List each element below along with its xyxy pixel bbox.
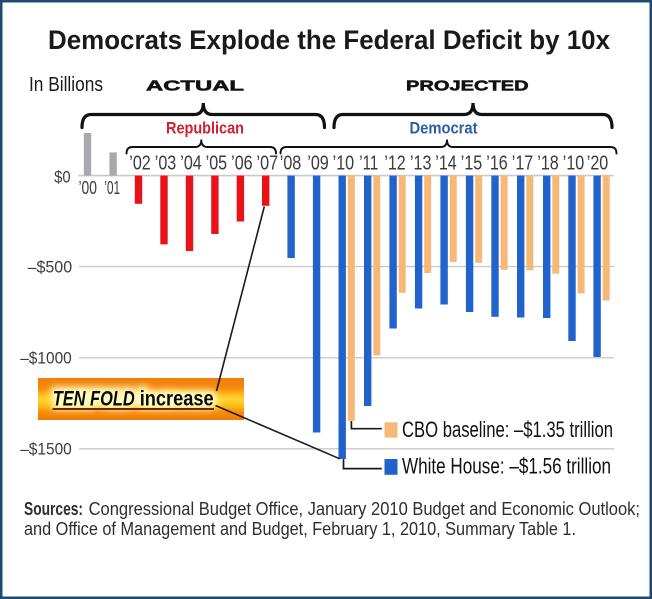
svg-text:’01: ’01	[104, 178, 120, 198]
svg-text:’04: ’04	[180, 151, 202, 174]
svg-text:ACTUAL: ACTUAL	[146, 77, 244, 94]
svg-text:’00: ’00	[78, 178, 97, 198]
svg-text:’12: ’12	[384, 151, 406, 174]
svg-text:’14: ’14	[435, 151, 457, 174]
svg-text:In Billions: In Billions	[29, 74, 103, 96]
svg-text:’20: ’20	[587, 151, 609, 174]
svg-text:–$1000: –$1000	[20, 349, 72, 368]
svg-text:’06: ’06	[231, 151, 253, 174]
svg-text:’07: ’07	[257, 151, 279, 174]
svg-text:and Office of Management and B: and Office of Management and Budget, Feb…	[24, 519, 576, 539]
svg-text:Sources:: Sources:	[24, 499, 83, 519]
svg-text:’09: ’09	[307, 151, 329, 174]
svg-text:Democrat: Democrat	[410, 120, 479, 138]
svg-text:’16: ’16	[486, 151, 508, 174]
svg-text:CBO baseline: –$1.35 trillion: CBO baseline: –$1.35 trillion	[402, 417, 613, 442]
svg-text:’17: ’17	[512, 151, 534, 174]
svg-text:$0: $0	[54, 168, 71, 187]
svg-text:’08: ’08	[280, 151, 302, 174]
svg-text:’02: ’02	[129, 151, 151, 174]
svg-text:’10: ’10	[563, 151, 585, 174]
svg-text:Republican: Republican	[166, 120, 244, 138]
svg-text:increase: increase	[140, 388, 214, 411]
svg-text:’18: ’18	[537, 151, 559, 174]
svg-text:–$1500: –$1500	[20, 440, 72, 459]
svg-text:’05: ’05	[206, 151, 228, 174]
svg-text:’10: ’10	[333, 151, 355, 174]
svg-text:’15: ’15	[461, 151, 483, 174]
svg-text:’03: ’03	[155, 151, 177, 174]
svg-text:PROJECTED: PROJECTED	[406, 77, 529, 94]
svg-text:Democrats Explode the Federal: Democrats Explode the Federal Deficit by…	[48, 25, 610, 55]
svg-text:White House: –$1.56 trillion: White House: –$1.56 trillion	[402, 454, 611, 479]
svg-text:’13: ’13	[410, 151, 432, 174]
svg-text:’11: ’11	[359, 151, 378, 174]
svg-text:TEN FOLD: TEN FOLD	[53, 388, 135, 411]
svg-text:–$500: –$500	[28, 257, 73, 276]
svg-text:Congressional Budget Office, J: Congressional Budget Office, January 201…	[89, 499, 640, 519]
